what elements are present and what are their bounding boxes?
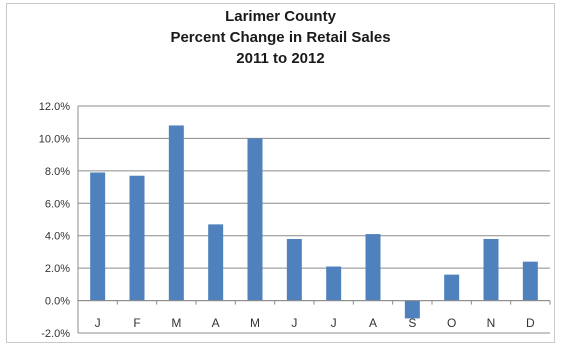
x-tick-label: A [212, 316, 220, 330]
x-tick-label: F [133, 316, 140, 330]
bar [168, 125, 184, 301]
axes [77, 106, 551, 333]
bar [522, 261, 538, 301]
chart-title-line-3: 2011 to 2012 [236, 50, 325, 67]
x-tick-label: M [171, 316, 181, 330]
chart-title-line-1: Larimer County [225, 8, 336, 25]
y-tick-label: 2.0% [45, 263, 70, 275]
bar [129, 175, 145, 301]
bar [326, 266, 342, 301]
bar [286, 238, 302, 301]
bar [444, 274, 460, 301]
bar [483, 238, 499, 301]
bar [365, 234, 381, 301]
x-tick-label: N [487, 316, 496, 330]
bar [247, 138, 263, 301]
x-tick-label: J [331, 316, 337, 330]
bar [90, 172, 106, 301]
gridlines [78, 105, 550, 334]
y-tick-label: 4.0% [45, 231, 70, 243]
x-tick-label: M [250, 316, 260, 330]
chart-title-line-2: Percent Change in Retail Sales [170, 29, 391, 46]
y-tick-label: 0.0% [45, 296, 70, 308]
x-tick-label: S [408, 316, 416, 330]
x-tick-label: J [95, 316, 101, 330]
x-tick-label: O [447, 316, 456, 330]
labels: -2.0% 0.0% 2.0% 4.0% 6.0% 8.0% 10.0% 12.0% J F M A M… [39, 101, 535, 340]
chart-title: Larimer County Percent Change in Retail … [0, 6, 561, 69]
y-tick-label: 6.0% [45, 198, 70, 210]
y-tick-label: -2.0% [41, 328, 70, 340]
x-tick-label: D [526, 316, 535, 330]
bars [90, 125, 538, 319]
y-tick-label: 10.0% [39, 133, 70, 145]
x-tick-label: J [291, 316, 297, 330]
bar [404, 300, 420, 319]
x-tick-label: A [369, 316, 377, 330]
bar [208, 224, 224, 301]
y-tick-label: 12.0% [39, 101, 70, 113]
y-tick-label: 8.0% [45, 166, 70, 178]
